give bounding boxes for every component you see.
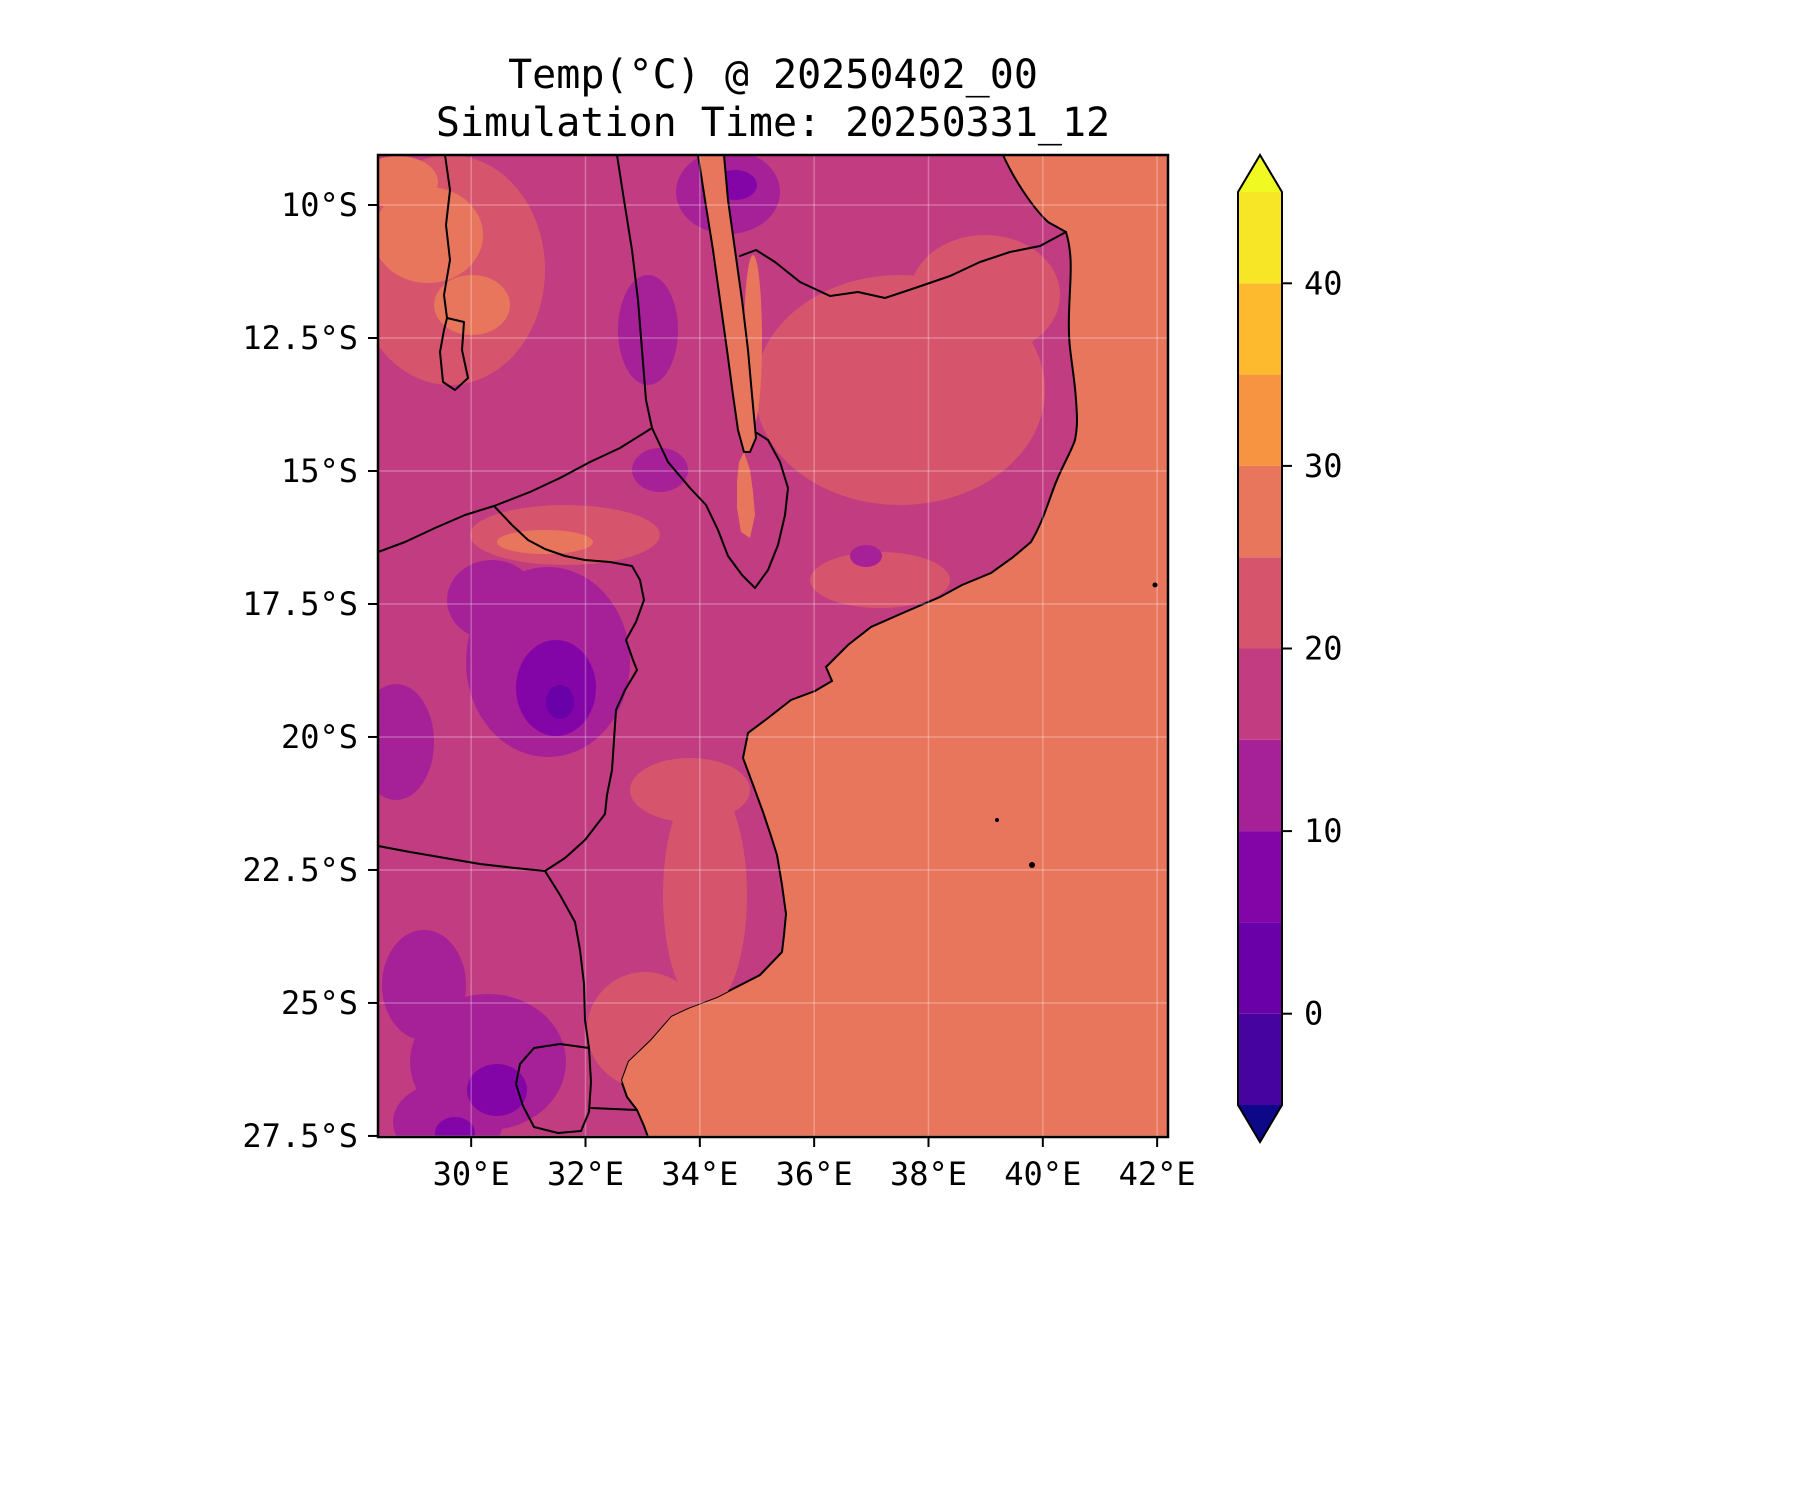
colorbar-band (1238, 465, 1282, 558)
figure-title: Temp(°C) @ 20250402_00 (508, 52, 1038, 98)
warm-patch (630, 758, 750, 822)
y-tick-label: 25°S (281, 984, 358, 1022)
border-northwest-vertical (443, 155, 451, 319)
colorbar-tick-label: 0 (1304, 995, 1323, 1033)
cool-highland-patch (378, 684, 434, 800)
shire-valley-warm-strip (737, 452, 755, 538)
y-tick-label: 10°S (281, 186, 358, 224)
plot-frame (376, 153, 1170, 1139)
warm-patch (663, 780, 747, 1010)
colorbar-band (1238, 557, 1282, 649)
colorbar-band (1238, 831, 1282, 923)
lake-malawi (696, 155, 758, 453)
colorbar-tick-label: 30 (1304, 447, 1343, 485)
colorbar-under-arrow (1238, 1105, 1282, 1142)
border-eswatini (515, 1043, 592, 1134)
island-dot (1152, 582, 1158, 588)
y-tick-label: 20°S (281, 718, 358, 756)
y-tick-label: 27.5°S (242, 1117, 358, 1155)
y-tick-label: 17.5°S (242, 585, 358, 623)
x-axis: 30°E 32°E 34°E 36°E 38°E 40°E 42°E (433, 1137, 1196, 1193)
border-northwest-enclave (439, 317, 469, 391)
cold-core-patch (467, 1064, 527, 1116)
island-dot (1029, 862, 1035, 868)
x-tick-label: 32°E (547, 1155, 624, 1193)
cool-highland-patch (850, 545, 882, 567)
x-tick-label: 30°E (433, 1155, 510, 1193)
colorbar-band (1238, 192, 1282, 284)
cool-highland-patch (632, 448, 688, 492)
border-tanzania-mozambique (739, 231, 1067, 299)
offshore-islands (995, 582, 1158, 868)
coldest-core-patch (546, 685, 574, 719)
border-zambia-mozambique (493, 427, 653, 507)
cold-core-patch (435, 1117, 475, 1137)
colorbar-band (1238, 283, 1282, 375)
cool-highland-patch (447, 560, 537, 640)
cool-highland-patch (618, 275, 678, 385)
x-tick-label: 36°E (776, 1155, 853, 1193)
border-zimbabwe-mozambique (493, 505, 645, 872)
temperature-colorbar: 0 10 20 30 40 (1237, 153, 1343, 1144)
x-tick-label: 38°E (890, 1155, 967, 1193)
figure-subtitle: Simulation Time: 20250331_12 (436, 100, 1110, 146)
temperature-patches (378, 155, 1060, 1137)
hot-valley-patch (378, 187, 483, 283)
colorbar-band (1238, 648, 1282, 740)
border-zambia-zimbabwe (378, 505, 495, 553)
x-tick-label: 42°E (1119, 1155, 1196, 1193)
country-borders (378, 155, 1067, 1134)
hot-valley-patch (378, 156, 438, 208)
hot-valley-patch (497, 530, 593, 554)
cool-highland-patch (382, 930, 466, 1040)
border-southafrica-mozambique (544, 870, 590, 1049)
y-tick-label: 12.5°S (242, 319, 358, 357)
y-tick-label: 22.5°S (242, 851, 358, 889)
warm-patch (910, 235, 1060, 355)
colorbar-band (1238, 1013, 1282, 1105)
border-limpopo (378, 845, 546, 872)
colorbar-band (1238, 739, 1282, 832)
border-malawi-south (651, 427, 789, 589)
island-dot (995, 818, 999, 822)
y-axis: 10°S 12.5°S 15°S 17.5°S 20°S 22.5°S 25°S 27.5°S (242, 186, 378, 1155)
y-tick-label: 15°S (281, 452, 358, 490)
map-plot-area (378, 155, 1168, 1137)
colorbar-tick-label: 20 (1304, 630, 1343, 668)
warm-patch (810, 552, 950, 608)
border-malawi-west (616, 155, 653, 429)
graticule-gridlines (378, 155, 1168, 1137)
colorbar-tick-label: 40 (1304, 264, 1343, 302)
colorbar-over-arrow (1238, 155, 1282, 192)
colorbar-outline (1237, 153, 1283, 1144)
x-tick-label: 34°E (661, 1155, 738, 1193)
x-tick-label: 40°E (1004, 1155, 1081, 1193)
colorbar-band (1238, 374, 1282, 466)
border-southafrica-mozambique-south (590, 1107, 638, 1111)
colorbar-band (1238, 922, 1282, 1014)
colorbar-tick-label: 10 (1304, 812, 1343, 850)
